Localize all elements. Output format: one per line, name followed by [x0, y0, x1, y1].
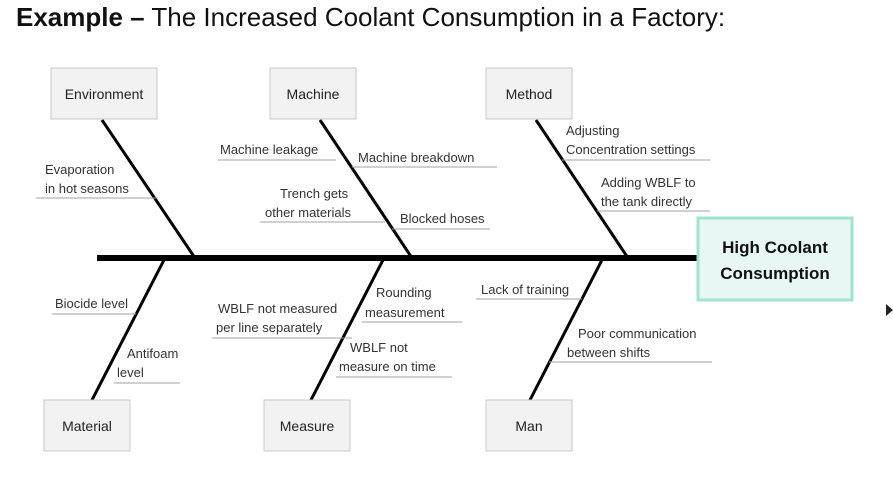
cause-adjusting-1: Adjusting — [566, 123, 619, 138]
page-title: Example – The Increased Coolant Consumpt… — [16, 2, 725, 33]
cause-biocide-level: Biocide level — [55, 296, 128, 311]
cause-blocked-hoses: Blocked hoses — [400, 211, 485, 226]
effect-line1: High Coolant — [722, 238, 828, 257]
cause-wblf-not-1: WBLF not — [350, 340, 408, 355]
category-machine-label: Machine — [287, 86, 340, 102]
category-man-label: Man — [515, 418, 542, 434]
bone-material — [90, 257, 167, 401]
cause-machine-breakdown: Machine breakdown — [358, 150, 474, 165]
bone-environment — [100, 119, 197, 259]
cause-evaporation-2: in hot seasons — [45, 181, 129, 196]
cause-adding-wblf-2: the tank directly — [601, 194, 693, 209]
cause-poor-communication-1: Poor communication — [578, 326, 697, 341]
category-man: Man — [485, 399, 573, 452]
title-bold: Example – — [16, 2, 145, 32]
cause-adding-wblf-1: Adding WBLF to — [601, 175, 696, 190]
effect-line2: Consumption — [720, 264, 830, 283]
category-material: Material — [43, 399, 131, 452]
cause-underlines — [36, 159, 712, 384]
cause-wblf-not-2: measure on time — [339, 359, 436, 374]
cause-poor-communication-2: between shifts — [567, 345, 651, 360]
title-rest: The Increased Coolant Consumption in a F… — [144, 2, 726, 32]
category-method: Method — [485, 67, 573, 120]
category-measure-label: Measure — [280, 418, 335, 434]
cause-antifoam-1: Antifoam — [127, 346, 178, 361]
bone-measure — [309, 257, 386, 401]
cause-rounding-2: measurement — [365, 305, 445, 320]
cause-rounding-1: Rounding — [376, 285, 432, 300]
cause-evaporation-1: Evaporation — [45, 162, 114, 177]
category-environment: Environment — [50, 67, 158, 120]
cause-trench-2: other materials — [265, 205, 351, 220]
next-arrow-icon[interactable] — [886, 304, 893, 316]
cause-antifoam-2: level — [117, 365, 144, 380]
bones — [90, 119, 630, 401]
cause-lack-of-training: Lack of training — [481, 282, 569, 297]
cause-machine-leakage: Machine leakage — [220, 142, 318, 157]
category-material-label: Material — [62, 418, 112, 434]
category-measure: Measure — [263, 399, 351, 452]
bone-machine — [318, 119, 414, 259]
cause-wblf-not-measured-1: WBLF not measured — [218, 301, 337, 316]
bone-method — [534, 119, 630, 259]
cause-adjusting-2: Concentration settings — [566, 142, 696, 157]
effect-box: High Coolant Consumption — [696, 216, 854, 302]
bone-man — [528, 257, 605, 401]
cause-wblf-not-measured-2: per line separately — [216, 320, 323, 335]
cause-trench-1: Trench gets — [280, 186, 349, 201]
category-machine: Machine — [269, 67, 357, 120]
category-environment-label: Environment — [65, 86, 144, 102]
category-method-label: Method — [506, 86, 553, 102]
